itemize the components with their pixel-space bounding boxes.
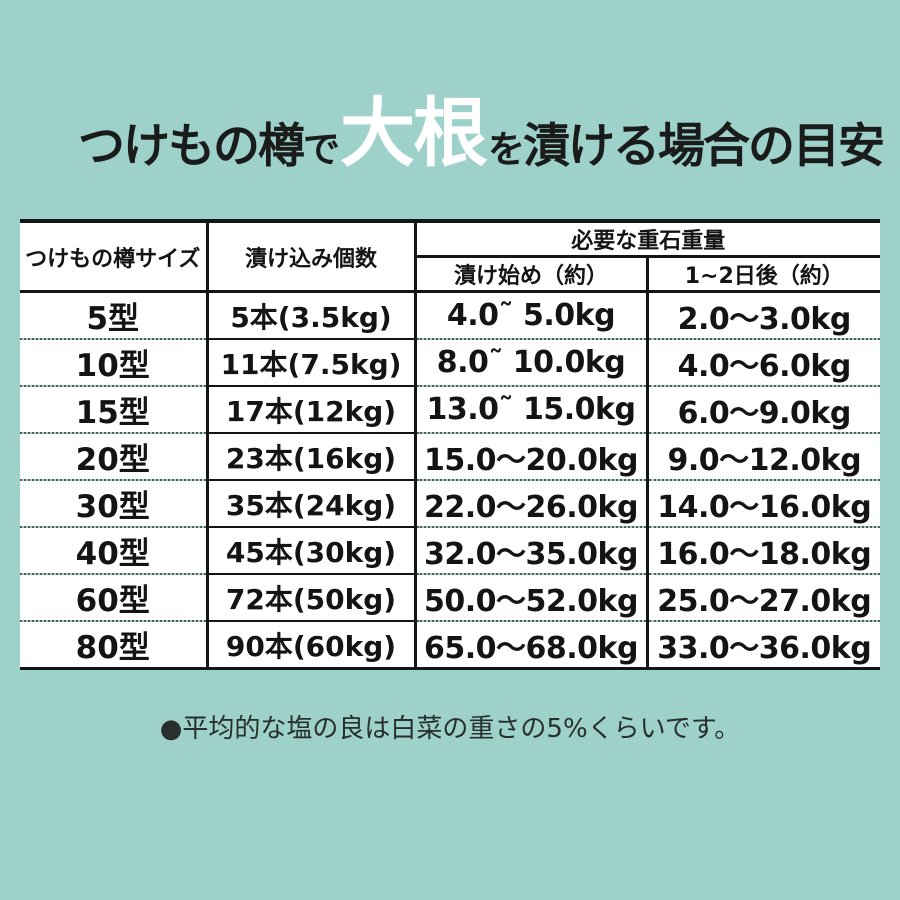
title-highlight-daikon: 大根 [340, 89, 488, 178]
start-weight-cell: 50.0～52.0kg [415, 573, 647, 621]
count-cell: 11本(7.5kg) [205, 338, 417, 386]
count-cell: 35本(24kg) [205, 479, 417, 527]
later-weight-cell: 9.0～12.0kg [645, 432, 881, 480]
count-cell: 45本(30kg) [205, 526, 417, 574]
start-weight-cell: 22.0～26.0kg [415, 479, 647, 527]
count-cell: 17本(12kg) [205, 385, 417, 433]
table-row: 80型 90本(60kg) 65.0～68.0kg 33.0～36.0kg [20, 620, 881, 670]
later-weight-cell: 25.0～27.0kg [645, 573, 881, 621]
start-weight-cell: 15.0～20.0kg [415, 432, 647, 480]
size-cell: 60型 [20, 573, 207, 621]
table-row: 20型 23本(16kg) 15.0～20.0kg 9.0～12.0kg [20, 432, 881, 480]
start-weight-cell: 32.0～35.0kg [415, 526, 647, 574]
pickling-guide-table: つけもの樽サイズ 漬け込み個数 必要な重石重量 漬け始め（約） 1~2日後（約）… [20, 219, 881, 670]
size-cell: 20型 [20, 432, 207, 480]
size-cell: 15型 [20, 385, 207, 433]
later-weight-cell: 14.0～16.0kg [645, 479, 881, 527]
size-cell: 40型 [20, 526, 207, 574]
title-segment: 漬ける場合の目安 [523, 119, 885, 174]
header-row-top: つけもの樽サイズ 漬け込み個数 必要な重石重量 [20, 219, 881, 293]
header-weight-start: 漬け始め（約） [415, 256, 647, 293]
table-row: 10型 11本(7.5kg) 8.0˜ 10.0kg 4.0～6.0kg [20, 338, 881, 386]
table-row: 30型 35本(24kg) 22.0～26.0kg 14.0～16.0kg [20, 479, 881, 527]
table-row: 60型 72本(50kg) 50.0～52.0kg 25.0～27.0kg [20, 573, 881, 621]
later-weight-cell: 2.0～3.0kg [645, 291, 881, 339]
later-weight-cell: 16.0～18.0kg [645, 526, 881, 574]
header-weight-after: 1~2日後（約） [645, 256, 881, 293]
header-pickle-count: 漬け込み個数 [205, 219, 417, 293]
header-row-sub: 漬け始め（約） 1~2日後（約） [20, 256, 881, 293]
title-particle: で [303, 128, 340, 171]
table-body: 5型 5本(3.5kg) 4.0˜ 5.0kg 2.0～3.0kg 10型 11… [20, 291, 881, 670]
start-weight-cell: 65.0～68.0kg [415, 620, 647, 670]
count-cell: 5本(3.5kg) [205, 291, 417, 339]
count-cell: 72本(50kg) [205, 573, 417, 621]
table-row: 5型 5本(3.5kg) 4.0˜ 5.0kg 2.0～3.0kg [20, 291, 881, 339]
size-cell: 80型 [20, 620, 207, 670]
start-weight-cell: 8.0˜ 10.0kg [415, 338, 647, 386]
later-weight-cell: 33.0～36.0kg [645, 620, 881, 670]
title-segment: つけもの樽 [78, 119, 305, 174]
size-cell: 30型 [20, 479, 207, 527]
size-cell: 10型 [20, 338, 207, 386]
count-cell: 23本(16kg) [205, 432, 417, 480]
salt-amount-note: ●平均的な塩の良は白菜の重さの5%くらいです。 [159, 714, 741, 744]
start-weight-cell: 13.0˜ 15.0kg [415, 385, 647, 433]
later-weight-cell: 4.0～6.0kg [645, 338, 881, 386]
table-row: 15型 17本(12kg) 13.0˜ 15.0kg 6.0～9.0kg [20, 385, 881, 433]
header-required-weight-group: 必要な重石重量 [415, 219, 881, 258]
table-row: 40型 45本(30kg) 32.0～35.0kg 16.0～18.0kg [20, 526, 881, 574]
later-weight-cell: 6.0～9.0kg [645, 385, 881, 433]
size-cell: 5型 [20, 291, 207, 339]
header-barrel-size: つけもの樽サイズ [20, 219, 207, 293]
start-weight-cell: 4.0˜ 5.0kg [415, 291, 647, 339]
count-cell: 90本(60kg) [205, 620, 417, 670]
page-title: つけもの樽 で 大根 を 漬ける場合の目安 [78, 89, 885, 178]
title-particle: を [488, 128, 525, 171]
table-header: つけもの樽サイズ 漬け込み個数 必要な重石重量 漬け始め（約） 1~2日後（約） [20, 219, 881, 293]
